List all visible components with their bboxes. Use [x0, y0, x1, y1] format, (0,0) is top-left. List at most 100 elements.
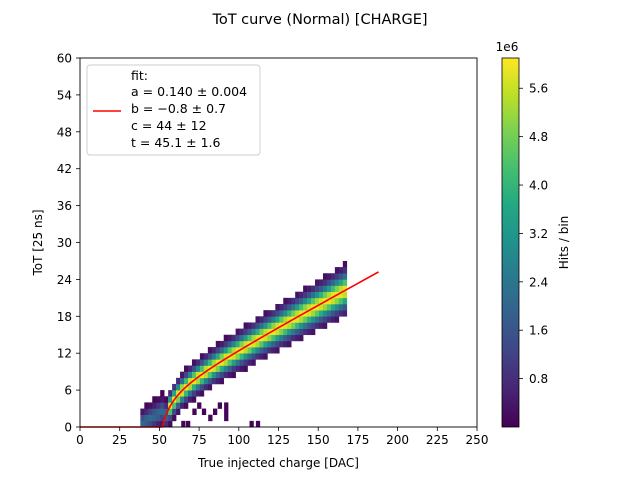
histogram-bin — [223, 365, 228, 372]
y-tick-label: 6 — [64, 384, 72, 398]
histogram-bin — [187, 383, 193, 391]
histogram-bin — [315, 297, 320, 305]
histogram-bin — [315, 285, 320, 292]
histogram-bin — [156, 402, 161, 409]
histogram-bin — [207, 359, 213, 366]
histogram-bin — [255, 340, 260, 348]
histogram-outlier-bin — [212, 408, 218, 415]
histogram-bin — [152, 414, 157, 422]
histogram-bin — [342, 260, 348, 268]
histogram-bin — [283, 334, 288, 342]
histogram-bin — [295, 328, 300, 336]
histogram-bin — [235, 353, 240, 360]
histogram-bin — [207, 377, 213, 385]
histogram-bin — [152, 420, 157, 428]
legend-param-b: b = −0.8 ± 0.7 — [131, 101, 226, 116]
histogram-bin — [203, 353, 209, 360]
histogram-bin — [211, 347, 217, 354]
histogram-bin — [279, 316, 284, 323]
histogram-bin — [199, 365, 205, 372]
histogram-bin — [315, 291, 320, 299]
histogram-bin — [259, 340, 264, 348]
legend: fit: a = 0.140 ± 0.004 b = −0.8 ± 0.7 c … — [86, 64, 261, 156]
histogram-bin — [279, 304, 284, 311]
histogram-bin — [330, 291, 336, 299]
histogram-bin — [207, 383, 213, 391]
histogram-bin — [330, 304, 336, 311]
histogram-bin — [263, 334, 268, 342]
histogram-bin — [275, 322, 280, 329]
histogram-bin — [330, 316, 336, 323]
histogram-bin — [168, 396, 173, 403]
histogram-bin — [322, 273, 328, 280]
histogram-bin — [307, 304, 312, 311]
histogram-bin — [303, 304, 308, 311]
histogram-bin — [303, 316, 308, 323]
histogram-bin — [215, 359, 221, 366]
colorbar-tick-label: 4.0 — [529, 179, 548, 193]
histogram-bin — [148, 402, 153, 409]
x-axis-label: True injected charge [DAC] — [197, 456, 359, 470]
histogram-bin — [283, 322, 288, 329]
histogram-bin — [156, 420, 161, 428]
histogram-bin — [342, 273, 348, 280]
histogram-bin — [176, 383, 181, 391]
histogram-bin — [211, 365, 217, 372]
histogram-bin — [247, 328, 252, 336]
colorbar-ticks: 0.8 1.6 2.4 3.2 4.0 4.8 5.6 — [519, 82, 548, 386]
histogram-bin — [227, 347, 232, 354]
histogram-bin — [184, 377, 189, 385]
histogram-bin — [307, 310, 312, 317]
histogram-bin — [287, 340, 292, 348]
histogram-bin — [295, 304, 300, 311]
histogram-outlier-bin — [224, 408, 229, 415]
histogram-bin — [215, 365, 221, 372]
histogram-bin — [330, 279, 336, 286]
histogram-bin — [334, 285, 340, 292]
histogram-bin — [215, 377, 221, 385]
histogram-bin — [263, 353, 268, 360]
histogram-bin — [199, 359, 205, 366]
histogram-bin — [184, 402, 189, 409]
histogram-bin — [156, 408, 161, 415]
histogram-bin — [311, 322, 316, 329]
histogram-bin — [334, 267, 340, 274]
histogram-bin — [271, 328, 276, 336]
histogram-bin — [227, 365, 232, 372]
histogram-bin — [299, 297, 304, 305]
histogram-bin — [239, 365, 244, 372]
histogram-bin — [191, 371, 197, 379]
histogram-bin — [199, 390, 205, 397]
histogram-bin — [144, 414, 149, 422]
histogram-bin — [267, 328, 272, 336]
legend-param-c: c = 44 ± 12 — [131, 118, 207, 133]
histogram-bin — [315, 304, 320, 311]
histogram-bin — [199, 383, 205, 391]
legend-box — [86, 64, 261, 156]
histogram-bin — [338, 304, 344, 311]
histogram-bin — [295, 322, 300, 329]
histogram-bin — [251, 359, 256, 366]
histogram-bin — [168, 414, 173, 422]
histogram-bin — [211, 371, 217, 379]
y-tick-label: 60 — [57, 52, 72, 66]
histogram-bin — [144, 420, 149, 428]
y-tick-label: 54 — [57, 88, 72, 102]
histogram-bin — [172, 390, 177, 397]
x-tick-label: 0 — [76, 433, 84, 447]
histogram-bin — [231, 347, 236, 354]
histogram-bin — [299, 291, 304, 299]
histogram-bin — [211, 359, 217, 366]
histogram-bin — [255, 316, 260, 323]
histogram-bin — [318, 322, 324, 329]
histogram-bin — [307, 285, 312, 292]
histogram-bin — [239, 353, 244, 360]
colorbar-label: Hits / bin — [557, 216, 571, 270]
histogram-bin — [291, 322, 296, 329]
histogram-bin — [275, 340, 280, 348]
histogram-bin — [235, 347, 240, 354]
histogram-bin — [287, 316, 292, 323]
histogram-bin — [338, 285, 344, 292]
histogram-bin — [251, 322, 256, 329]
histogram-bin — [322, 322, 328, 329]
